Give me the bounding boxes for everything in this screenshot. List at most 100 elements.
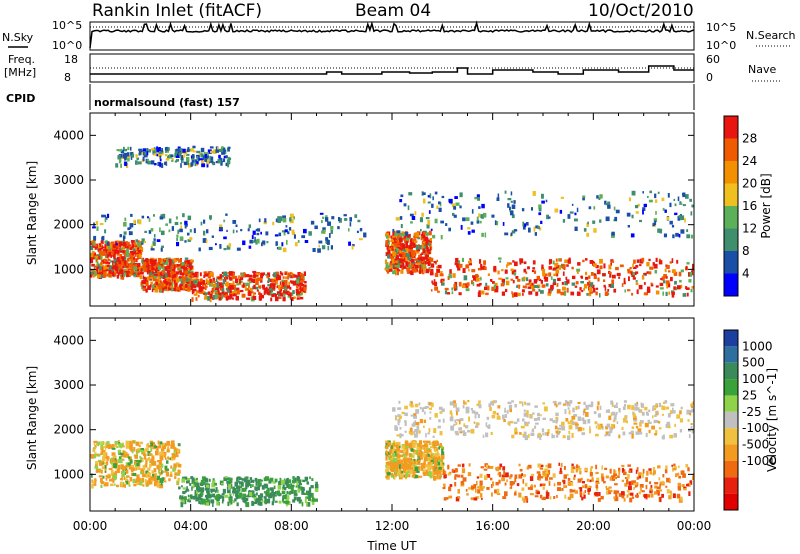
data-cell (164, 442, 167, 447)
data-cell (530, 485, 533, 491)
data-cell (221, 294, 224, 300)
data-cell (686, 262, 690, 265)
data-cell (666, 477, 670, 483)
data-cell (401, 243, 406, 248)
data-cell (351, 245, 354, 250)
power-colorbar-frame (723, 115, 739, 297)
data-cell (597, 427, 602, 430)
data-cell (277, 275, 282, 281)
data-cell (206, 159, 210, 165)
data-cell (396, 441, 401, 446)
data-cell (450, 426, 454, 431)
data-cell (385, 235, 389, 239)
data-cell (411, 216, 416, 220)
data-cell (404, 455, 408, 459)
data-cell (182, 487, 186, 490)
data-cell (639, 264, 642, 267)
data-cell (510, 200, 513, 203)
data-cell (577, 478, 582, 483)
data-cell (511, 434, 515, 439)
data-cell (128, 245, 131, 248)
data-cell (570, 468, 575, 473)
data-cell (222, 288, 225, 292)
data-cell (176, 271, 180, 275)
data-cell (631, 433, 634, 439)
data-cell (537, 412, 540, 417)
data-cell (215, 495, 218, 501)
data-cell (209, 271, 214, 277)
data-cell (221, 290, 225, 296)
noise-strip-frame (89, 21, 695, 51)
data-cell (192, 145, 196, 149)
data-cell (514, 492, 517, 496)
data-cell (488, 403, 491, 408)
data-cell (106, 245, 109, 250)
data-cell (214, 294, 219, 299)
data-cell (543, 406, 548, 412)
data-cell (493, 265, 497, 271)
data-cell (450, 425, 455, 429)
data-cell (475, 277, 480, 282)
freq-tick-bottom: 8 (64, 71, 71, 84)
data-cell (400, 194, 404, 198)
data-cell (492, 400, 496, 404)
data-cell (433, 279, 436, 284)
data-cell (677, 482, 681, 488)
data-cell (331, 216, 335, 220)
data-cell (587, 221, 589, 225)
data-cell (682, 204, 686, 207)
data-cell (455, 285, 458, 291)
data-cell (429, 271, 434, 276)
data-cell (408, 453, 412, 458)
data-cell (426, 469, 428, 475)
data-cell (476, 216, 479, 222)
data-cell (142, 484, 145, 487)
data-cell (433, 260, 437, 264)
data-cell (648, 199, 653, 203)
data-cell (680, 215, 685, 221)
data-cell (667, 193, 670, 198)
data-cell (298, 499, 303, 504)
data-cell (91, 484, 94, 489)
data-cell (423, 464, 426, 469)
data-cell (259, 293, 263, 298)
data-cell (408, 257, 411, 261)
data-cell (267, 487, 270, 491)
data-cell (444, 290, 448, 295)
data-cell (691, 286, 694, 289)
data-cell (234, 490, 237, 494)
data-cell (116, 468, 120, 473)
data-cell (514, 428, 518, 432)
data-cell (272, 494, 277, 497)
data-cell (239, 280, 243, 284)
data-cell (531, 270, 534, 273)
data-cell (390, 267, 393, 272)
data-cell (457, 496, 460, 499)
data-cell (562, 286, 566, 291)
data-cell (227, 161, 231, 165)
data-cell (448, 227, 451, 232)
data-cell (392, 407, 396, 412)
data-cell (121, 275, 124, 280)
data-cell (428, 249, 431, 253)
data-cell (539, 483, 542, 487)
data-cell (421, 232, 424, 238)
data-cell (400, 265, 403, 269)
data-cell (404, 238, 406, 243)
data-cell (552, 260, 555, 265)
data-cell (394, 233, 399, 236)
data-cell (642, 207, 646, 211)
data-cell (523, 223, 527, 227)
data-cell (423, 260, 425, 263)
data-cell (529, 476, 534, 481)
data-cell (178, 259, 182, 263)
data-cell (396, 239, 400, 243)
data-cell (603, 263, 606, 269)
data-cell (236, 477, 239, 482)
data-cell (669, 434, 674, 439)
data-cell (158, 288, 161, 293)
data-cell (192, 154, 195, 159)
data-cell (626, 289, 631, 292)
data-cell (254, 477, 258, 482)
data-cell (637, 407, 640, 410)
